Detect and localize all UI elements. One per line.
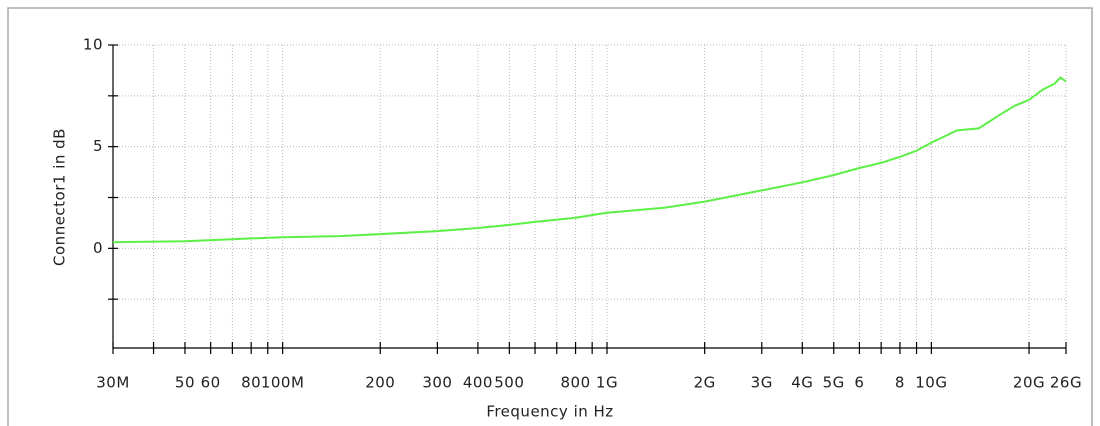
x-tick-label: 300 (422, 374, 452, 392)
x-tick-label: 5G (823, 374, 845, 392)
x-tick-label: 3G (751, 374, 773, 392)
x-tick-label: 100M (261, 374, 305, 392)
y-tick-label: 0 (93, 239, 103, 257)
y-tick-label: 10 (83, 36, 103, 54)
x-tick-label: 6 (854, 374, 864, 392)
x-tick-label: 800 (560, 374, 590, 392)
x-tick-label: 400 (463, 374, 493, 392)
x-tick-label: 20G (1013, 374, 1045, 392)
x-tick-label: 500 (494, 374, 524, 392)
x-tick-label: 80 (241, 374, 261, 392)
x-axis-label: Frequency in Hz (486, 403, 613, 421)
y-axis-label: Connector1 in dB (51, 128, 69, 266)
x-tick-label: 30M (96, 374, 130, 392)
x-tick-label: 60 (201, 374, 221, 392)
x-tick-label: 8 (895, 374, 905, 392)
y-tick-label: 5 (93, 137, 103, 155)
x-tick-label: 10G (915, 374, 947, 392)
x-tick-label: 50 (175, 374, 195, 392)
frame (7, 7, 1093, 426)
x-tick-label: 1G (596, 374, 618, 392)
x-tick-label: 2G (694, 374, 716, 392)
x-tick-label: 26G (1050, 374, 1082, 392)
x-tick-label: 200 (365, 374, 395, 392)
x-tick-label: 4G (791, 374, 813, 392)
data-line (112, 76, 1067, 244)
